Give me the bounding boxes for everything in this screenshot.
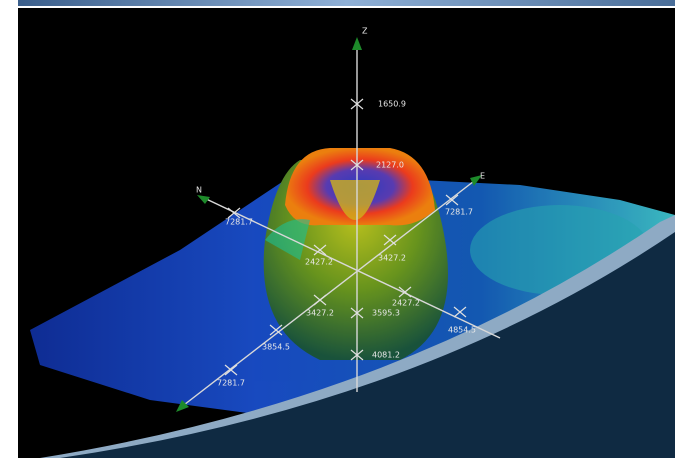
tick-label: 3854.5 [262, 343, 290, 352]
axis-label: Z [362, 27, 368, 36]
swoosh [60, 232, 675, 458]
tick-cross [269, 324, 283, 336]
arrow [176, 400, 189, 412]
dome-edge [265, 219, 310, 260]
tick-label: 4854.5 [448, 326, 476, 335]
tick-cross [445, 194, 459, 206]
axis-label: E [480, 172, 485, 181]
tick-label: 2427.2 [305, 258, 333, 267]
tick-cross [350, 349, 364, 361]
tick-cross [350, 307, 364, 319]
tick-label: 7281.7 [217, 379, 245, 388]
tick-label: 2127.0 [376, 161, 404, 170]
tick-cross [227, 207, 241, 219]
arrow [470, 175, 482, 186]
tick-cross [224, 364, 238, 376]
n-axis [201, 196, 501, 339]
tick-label: 7281.7 [445, 208, 473, 217]
top-strip [18, 0, 675, 6]
tick-cross [350, 159, 364, 171]
tick-cross [313, 294, 327, 306]
tick-label: 7281.7 [225, 218, 253, 227]
tick-label: 3427.2 [378, 254, 406, 263]
tick-label: 4081.2 [372, 351, 400, 360]
arrow [197, 195, 210, 204]
tick-cross [453, 306, 467, 318]
tick-cross [350, 98, 364, 110]
tick-cross [383, 234, 397, 246]
axis-label: N [196, 186, 202, 195]
tick-label: 3595.3 [372, 309, 400, 318]
tick-label: 1650.9 [378, 100, 406, 109]
tick-cross [398, 286, 412, 298]
tick-cross [313, 244, 327, 256]
tick-label: 2427.2 [392, 299, 420, 308]
tick-label: 3427.2 [306, 309, 334, 318]
crater-inner [330, 180, 380, 220]
arrow [352, 37, 362, 50]
